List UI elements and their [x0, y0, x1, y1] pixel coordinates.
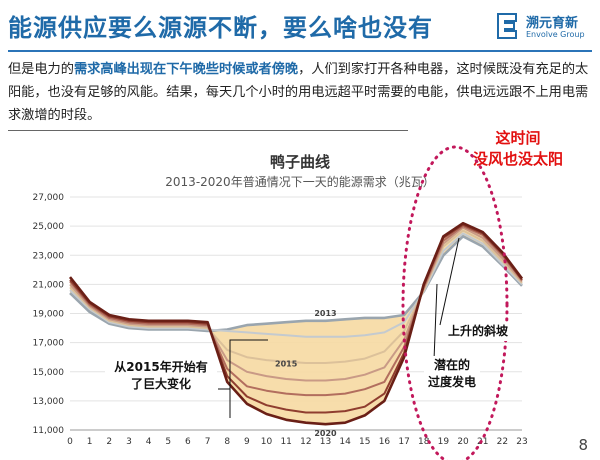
slide-title: 能源供应要么源源不断，要么啥也没有 [8, 14, 433, 42]
logo-text-en: Envolve Group [526, 30, 585, 39]
chart-subtitle: 2013-2020年普通情况下一天的能源需求（兆瓦） [165, 175, 435, 189]
overgen-callout: 潜在的 过度发电 [424, 356, 481, 392]
x-tick-label: 14 [339, 437, 351, 447]
x-tick-label: 16 [379, 437, 391, 447]
x-tick-label: 2 [106, 437, 112, 447]
x-tick-label: 21 [477, 437, 488, 447]
series-line [69, 229, 523, 364]
x-tick-label: 11 [280, 437, 291, 447]
x-tick-label: 3 [126, 437, 132, 447]
logo-text-cn: 溯元育新 [526, 16, 579, 31]
y-tick-label: 21,000 [33, 280, 65, 290]
series-label: 2015 [275, 360, 298, 369]
paragraph-highlight: 需求高峰出现在下午晚些时候或者傍晚 [73, 62, 299, 77]
ramp-leader [439, 237, 460, 326]
y-tick-label: 25,000 [33, 222, 65, 232]
y-tick-label: 27,000 [33, 193, 65, 203]
y-tick-label: 17,000 [33, 339, 65, 349]
x-tick-label: 22 [497, 437, 508, 447]
series-line [69, 235, 523, 333]
series-label: 2020 [314, 429, 337, 438]
x-tick-label: 13 [320, 437, 331, 447]
x-tick-label: 18 [418, 437, 430, 447]
series-line [69, 225, 523, 397]
y-tick-label: 15,000 [33, 368, 65, 378]
big-change-line-2: 了巨大变化 [130, 377, 191, 391]
x-tick-label: 15 [359, 437, 370, 447]
x-tick-label: 10 [261, 437, 273, 447]
x-tick-label: 5 [165, 437, 171, 447]
paragraph-text-2: ，人们到家打开各种电器，这时候既没有充足的太阳能，也没有足够的风能。结果，每天几… [8, 62, 589, 123]
x-tick-label: 0 [67, 437, 73, 447]
x-tick-label: 12 [300, 437, 311, 447]
series-line [69, 226, 523, 382]
x-tick-label: 20 [457, 437, 469, 447]
note-line-1: 这时间 [495, 129, 541, 147]
big-change-line-1: 从2015年开始有 [114, 360, 208, 374]
series-line [68, 221, 524, 426]
x-tick-label: 23 [516, 437, 527, 447]
y-tick-label: 23,000 [33, 251, 65, 261]
note-line-2: 没风也没太阳 [472, 150, 563, 168]
x-tick-label: 8 [224, 437, 230, 447]
x-tick-label: 9 [244, 437, 250, 447]
peak-highlight-ellipse [401, 145, 509, 460]
no-wind-no-sun-note: 这时间 没风也没太阳 [470, 128, 566, 170]
big-change-callout: 从2015年开始有 了巨大变化 [105, 359, 217, 393]
x-tick-label: 1 [87, 437, 93, 447]
overgen-line-2: 过度发电 [428, 375, 477, 389]
ramp-callout: 上升的斜坡 [444, 322, 513, 341]
x-tick-label: 4 [146, 437, 152, 447]
overgen-line-1: 潜在的 [434, 358, 471, 372]
y-tick-label: 13,000 [33, 397, 65, 407]
overgen-leader [433, 283, 438, 361]
x-tick-label: 7 [205, 437, 211, 447]
x-tick-label: 19 [438, 437, 450, 447]
chart-title: 鸭子曲线 [269, 153, 330, 171]
title-divider [8, 50, 592, 52]
x-tick-label: 6 [185, 437, 191, 447]
series-line [69, 232, 523, 338]
page-number: 8 [578, 436, 588, 454]
big-change-leader [218, 339, 268, 390]
y-tick-label: 11,000 [33, 426, 65, 436]
paragraph-underline [8, 130, 408, 131]
series-label: 2013 [314, 309, 336, 318]
paragraph-text-1: 但是电力的 [8, 62, 74, 77]
company-logo: 溯元育新 Envolve Group [496, 10, 596, 44]
y-tick-label: 19,000 [33, 310, 65, 320]
body-paragraph: 但是电力的需求高峰出现在下午晚些时候或者傍晚，人们到家打开各种电器，这时候既没有… [8, 58, 592, 127]
logo-mark-icon [497, 13, 517, 39]
duck-belly-fill [70, 223, 522, 425]
x-tick-label: 17 [398, 437, 409, 447]
